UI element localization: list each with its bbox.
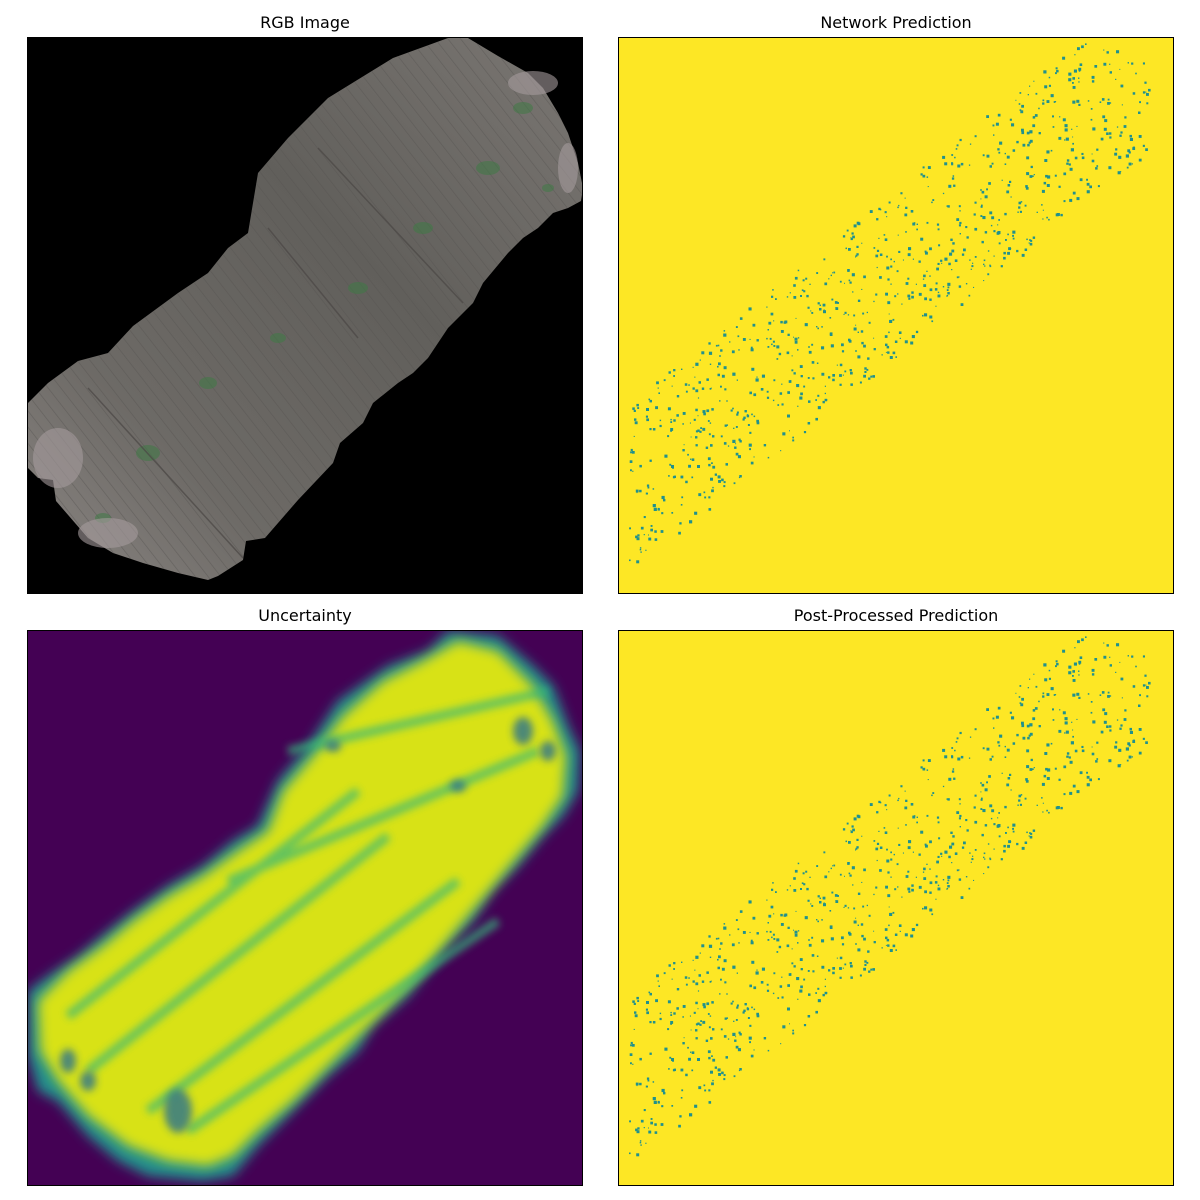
post-processed-panel: Post-Processed Prediction [618, 606, 1174, 1186]
uncertainty-bands [65, 686, 550, 1135]
uncertainty-title: Uncertainty [258, 606, 352, 625]
post-processed-frame [618, 630, 1174, 1186]
network-prediction-title: Network Prediction [820, 13, 972, 32]
network-prediction-image [629, 43, 1151, 564]
uncertainty-frame [27, 630, 583, 1186]
uncertainty-image [28, 631, 580, 1181]
prediction-speckles [629, 43, 1151, 564]
rgb-image-panel: RGB Image [27, 13, 583, 594]
network-prediction-panel: Network Prediction [618, 13, 1174, 594]
rgb-image-frame [27, 37, 583, 594]
light-patches [33, 71, 578, 548]
rgb-image [28, 38, 582, 580]
uncertainty-panel: Uncertainty [27, 606, 583, 1186]
post-processed-title: Post-Processed Prediction [793, 606, 999, 625]
rgb-image-title: RGB Image [260, 13, 350, 32]
post-processed-image [629, 636, 1151, 1157]
network-prediction-frame [618, 37, 1174, 594]
uncertainty-dark-spots [60, 717, 556, 1133]
field-lines [87, 147, 464, 559]
prediction-speckles [629, 636, 1151, 1157]
